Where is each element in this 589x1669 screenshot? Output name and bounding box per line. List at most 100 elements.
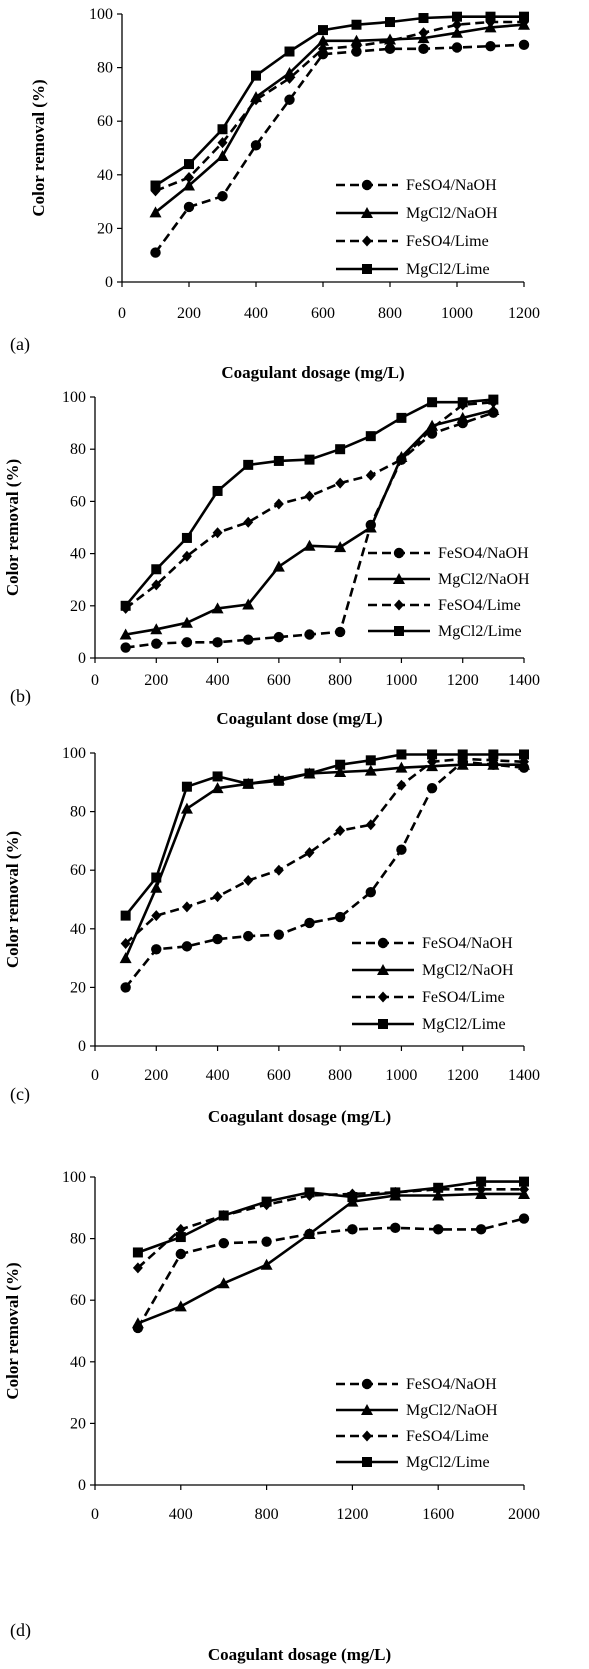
x-tick-label: 1200 <box>508 305 540 322</box>
data-point-circle <box>384 43 396 55</box>
data-point-square <box>217 124 228 135</box>
x-tick-label: 200 <box>177 305 201 322</box>
data-point-triangle <box>119 628 132 640</box>
x-tick-label: 400 <box>206 1067 230 1084</box>
x-tick-label: 800 <box>328 1067 352 1084</box>
y-tick-label: 20 <box>97 220 113 237</box>
data-point-diamond <box>396 454 407 466</box>
legend-marker-diamond <box>394 599 404 611</box>
data-point-diamond <box>217 137 228 149</box>
y-tick-label: 0 <box>78 1038 86 1055</box>
data-point-diamond <box>151 579 162 591</box>
y-tick-label: 0 <box>78 650 86 667</box>
y-axis-title: Color removal (%) <box>3 831 22 968</box>
data-point-circle <box>120 642 131 653</box>
data-point-diamond <box>120 937 131 949</box>
data-point-diamond <box>251 94 261 106</box>
data-point-diamond <box>273 498 284 510</box>
series-mgcl2-lime <box>120 749 529 921</box>
panel-label: (a) <box>10 334 30 355</box>
x-axis-title: Coagulant dosage (mg/L) <box>221 363 404 382</box>
data-point-circle <box>518 39 530 51</box>
legend-label: MgCl2/Lime <box>438 623 522 640</box>
data-point-circle <box>518 1213 530 1224</box>
y-tick-label: 40 <box>97 167 113 184</box>
y-axis-title: Color removal (%) <box>3 459 22 596</box>
legend: FeSO4/NaOH MgCl2/NaOH FeSO4/Lime MgCl2/Lime <box>336 1376 498 1471</box>
data-point-circle <box>120 982 131 993</box>
data-point-square <box>488 749 499 760</box>
data-point-circle <box>273 929 285 940</box>
y-tick-label: 0 <box>78 1477 86 1494</box>
data-point-triangle <box>364 764 377 776</box>
data-point-square <box>396 749 407 760</box>
legend: FeSO4/NaOH MgCl2/NaOH FeSO4/Lime MgCl2/Lime <box>368 545 530 640</box>
data-point-triangle <box>149 206 162 218</box>
data-point-circle <box>151 944 162 955</box>
y-tick-label: 60 <box>70 862 86 879</box>
data-point-circle <box>273 631 285 643</box>
y-tick-label: 20 <box>70 1415 86 1432</box>
legend-marker-diamond <box>378 991 388 1003</box>
y-tick-label: 40 <box>70 921 86 938</box>
data-point-circle <box>218 1238 229 1249</box>
data-point-triangle <box>211 602 224 614</box>
data-point-triangle <box>395 761 408 773</box>
legend-label: MgCl2/Lime <box>406 261 490 278</box>
data-point-diamond <box>335 477 346 489</box>
series-line <box>155 20 524 193</box>
x-axis-title: Coagulant dosage (mg/L) <box>208 1107 391 1126</box>
x-tick-label: 600 <box>267 1067 291 1084</box>
panel-label: (c) <box>10 1084 30 1105</box>
data-point-square <box>304 454 315 465</box>
data-point-circle <box>181 941 193 952</box>
data-point-square <box>243 778 254 789</box>
x-tick-label: 1600 <box>422 1506 454 1523</box>
data-point-triangle <box>272 560 285 572</box>
data-point-diamond <box>365 469 376 481</box>
data-point-square <box>132 1247 143 1258</box>
data-point-diamond <box>243 874 254 886</box>
data-point-circle <box>334 626 346 638</box>
legend-label: MgCl2/NaOH <box>422 962 514 979</box>
x-tick-label: 1000 <box>385 672 417 689</box>
data-point-triangle <box>150 623 163 635</box>
data-point-triangle <box>217 1277 230 1289</box>
data-point-circle <box>243 634 254 645</box>
data-point-diamond <box>132 1262 143 1274</box>
y-tick-label: 80 <box>70 441 86 458</box>
data-point-triangle <box>119 952 132 964</box>
y-tick-label: 40 <box>70 1354 86 1371</box>
data-point-circle <box>304 629 315 640</box>
data-point-diamond <box>181 901 192 913</box>
data-point-triangle <box>303 539 316 551</box>
data-point-triangle <box>242 598 255 610</box>
data-point-square <box>150 180 161 191</box>
data-point-triangle <box>183 179 195 191</box>
legend-marker-square <box>394 626 404 636</box>
data-point-triangle <box>180 616 193 628</box>
series-mgcl2-lime <box>120 394 499 611</box>
legend: FeSO4/NaOH MgCl2/NaOH FeSO4/Lime MgCl2/Lime <box>352 935 514 1033</box>
y-tick-label: 0 <box>105 274 113 291</box>
data-point-square <box>365 755 376 766</box>
data-point-diamond <box>304 490 315 502</box>
legend-label: MgCl2/NaOH <box>406 205 498 222</box>
data-point-triangle <box>174 1300 187 1312</box>
data-point-square <box>175 1232 186 1243</box>
x-axis-title: Coagulant dosage (mg/L) <box>208 1645 391 1664</box>
data-point-diamond <box>243 516 254 528</box>
data-point-circle <box>151 638 162 649</box>
panel-label: (b) <box>10 686 31 707</box>
data-point-diamond <box>452 19 462 31</box>
x-tick-label: 0 <box>91 672 99 689</box>
data-point-circle <box>390 1222 401 1234</box>
data-point-diamond <box>351 40 362 52</box>
data-point-square <box>181 781 192 792</box>
data-point-square <box>304 768 315 779</box>
data-point-diamond <box>284 72 295 84</box>
data-point-triangle <box>487 404 500 416</box>
series-mgcl2-lime <box>132 1176 529 1258</box>
